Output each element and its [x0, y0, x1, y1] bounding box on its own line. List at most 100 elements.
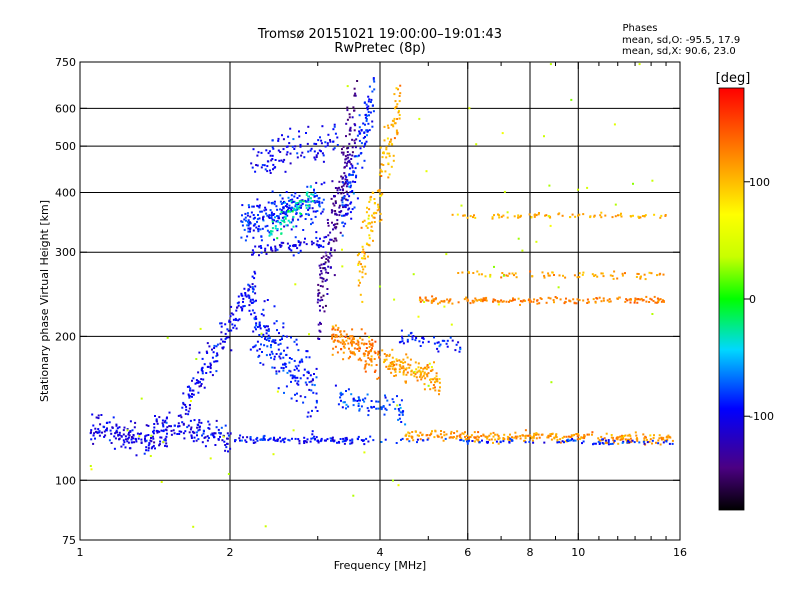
data-point [279, 440, 282, 443]
data-point [533, 214, 536, 216]
data-point [227, 336, 230, 339]
data-point [358, 260, 361, 263]
data-point [401, 413, 404, 416]
data-point [558, 212, 561, 215]
data-point [552, 299, 555, 302]
data-point [396, 359, 399, 362]
data-point [354, 146, 357, 149]
data-point [370, 355, 373, 358]
data-point [189, 395, 192, 398]
data-point [260, 343, 262, 346]
data-point [431, 295, 434, 298]
data-point [357, 435, 360, 438]
data-point [466, 216, 469, 219]
data-point [341, 393, 344, 396]
data-point [325, 278, 328, 281]
data-point [199, 327, 202, 330]
data-point [247, 219, 250, 222]
data-point [297, 364, 300, 367]
data-point [356, 134, 359, 137]
data-point [276, 329, 278, 332]
data-point [144, 440, 147, 443]
data-point [371, 343, 373, 346]
data-point [305, 441, 308, 444]
data-point [608, 300, 611, 303]
data-point [326, 144, 329, 147]
data-point [472, 216, 474, 219]
data-point [345, 122, 348, 125]
data-point [241, 221, 244, 223]
data-point [329, 140, 332, 143]
data-point [574, 439, 577, 442]
data-point [306, 204, 309, 207]
data-point [264, 168, 267, 171]
data-point [240, 292, 243, 295]
data-point [249, 437, 252, 440]
data-point [396, 404, 399, 407]
data-point [94, 430, 97, 433]
data-point [419, 374, 422, 377]
data-point [273, 305, 276, 308]
data-point [118, 437, 121, 440]
data-point [371, 191, 374, 194]
data-point [491, 216, 494, 219]
data-point [284, 437, 287, 440]
data-point [132, 437, 135, 440]
data-point [182, 392, 185, 395]
data-point [315, 181, 318, 184]
data-point [236, 302, 239, 305]
data-point [98, 434, 101, 437]
data-point [571, 213, 574, 216]
data-point [290, 200, 293, 203]
data-point [273, 213, 276, 215]
data-point [365, 140, 368, 143]
data-point [358, 132, 361, 135]
data-point [299, 201, 302, 204]
data-point [203, 363, 206, 366]
data-point [364, 142, 367, 145]
data-point [317, 200, 320, 203]
data-point [197, 438, 200, 441]
data-point [207, 420, 210, 423]
data-point [368, 222, 371, 224]
data-point [458, 434, 461, 437]
data-point [287, 135, 290, 138]
data-point [271, 220, 274, 223]
data-point [188, 394, 191, 397]
data-point [150, 437, 152, 439]
data-point [299, 143, 302, 146]
data-point [237, 319, 240, 322]
data-point [430, 366, 433, 368]
data-point [498, 300, 501, 303]
data-point [643, 215, 646, 218]
data-point [200, 384, 202, 387]
data-point [378, 356, 381, 359]
data-point [348, 195, 351, 198]
data-point [340, 333, 343, 336]
data-point [321, 299, 324, 301]
data-point [336, 136, 339, 139]
data-point [499, 440, 502, 443]
data-point [581, 273, 584, 276]
data-point [359, 147, 362, 150]
data-point [216, 360, 219, 363]
data-point [639, 216, 642, 219]
data-point [432, 384, 435, 386]
data-point [506, 211, 509, 214]
data-point [290, 228, 293, 231]
data-point [505, 300, 508, 303]
data-point [203, 436, 206, 439]
data-point [598, 296, 601, 299]
data-point [320, 263, 323, 266]
data-point [372, 77, 375, 80]
data-point [245, 295, 248, 298]
data-point [251, 166, 254, 169]
data-point [282, 220, 285, 222]
data-point [358, 130, 361, 133]
data-point [342, 206, 344, 209]
data-point [337, 340, 340, 343]
data-point [290, 209, 293, 212]
data-point [279, 200, 282, 203]
data-point [644, 214, 647, 217]
y-tick-label: 750 [55, 56, 76, 69]
